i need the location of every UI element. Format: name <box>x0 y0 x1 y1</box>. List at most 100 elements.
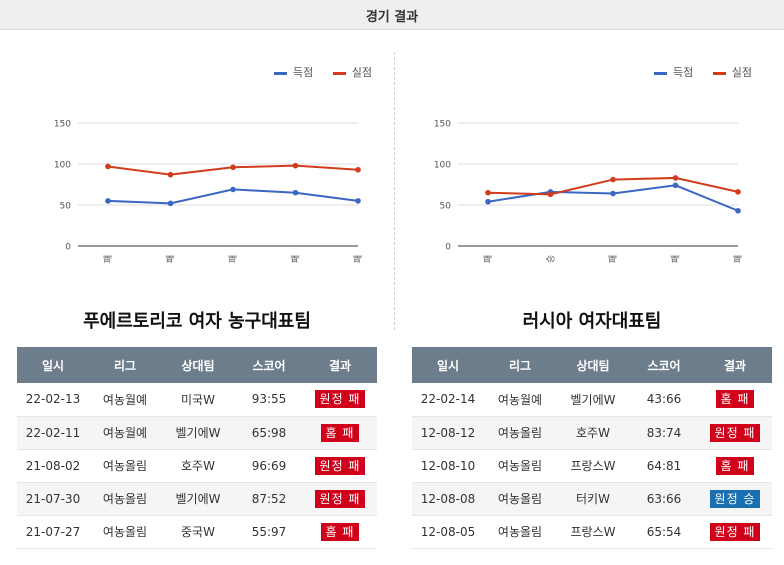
table-row: 21-07-30 여농올림 벨기에W 87:52 원정 패 <box>17 482 377 516</box>
data-point-conceded <box>547 191 554 198</box>
cell-result: 원정 패 <box>303 449 377 483</box>
section-title: 경기 결과 <box>365 10 419 25</box>
legend-swatch-conceded <box>332 71 346 75</box>
cell-league: 여농월예 <box>89 383 161 417</box>
table-row: 22-02-13 여농월예 미국W 93:55 원정 패 <box>17 383 377 417</box>
cell-date: 22-02-14 <box>412 383 484 417</box>
data-point-scored <box>105 198 111 204</box>
table-row: 12-08-08 여농올림 터키W 63:66 원정 승 <box>412 482 772 516</box>
y-tick-label: 100 <box>434 161 451 171</box>
x-tick-label: 패 <box>291 255 302 263</box>
legend-label-conceded: 실점 <box>351 66 372 79</box>
col-header-date: 일시 <box>412 347 484 383</box>
cell-league: 여농올림 <box>484 515 556 549</box>
results-table-right: 일시 리그 상대팀 스코어 결과 22-02-14 여농월예 벨기에W 43:66 홈 … <box>412 347 772 549</box>
cell-league: 여농월예 <box>89 416 161 450</box>
cell-score: 65:54 <box>630 515 698 549</box>
data-point-conceded <box>230 164 236 171</box>
result-badge: 원정 패 <box>314 390 366 409</box>
legend-item-scored: 득점 <box>654 64 693 80</box>
x-tick-label: 패 <box>228 255 239 263</box>
result-badge: 원정 패 <box>709 423 761 442</box>
cell-result: 원정 패 <box>303 383 377 417</box>
data-point-scored <box>167 200 174 207</box>
result-badge: 원정 패 <box>314 456 366 475</box>
x-tick-label: 패 <box>166 255 177 263</box>
cell-opponent: 벨기에W <box>556 383 630 417</box>
series-line-scored <box>487 184 739 212</box>
y-tick-label: 50 <box>440 202 452 212</box>
data-point-scored <box>485 198 491 205</box>
cell-date: 21-07-30 <box>17 482 89 516</box>
cell-opponent: 미국W <box>161 383 235 417</box>
col-header-result: 결과 <box>303 347 377 383</box>
data-point-conceded <box>485 189 491 196</box>
cell-result: 원정 패 <box>698 416 772 450</box>
table-row: 22-02-11 여농월예 벨기에W 65:98 홈 패 <box>17 416 377 450</box>
x-tick-label: 패 <box>483 255 494 263</box>
cell-opponent: 호주W <box>556 416 630 450</box>
y-tick-label: 150 <box>54 120 71 130</box>
cell-league: 여농올림 <box>484 449 556 483</box>
table-row: 22-02-14 여농월예 벨기에W 43:66 홈 패 <box>412 383 772 417</box>
legend-label-conceded: 실점 <box>731 66 752 79</box>
table-header-row: 일시 리그 상대팀 스코어 결과 <box>17 347 377 383</box>
result-badge: 홈 패 <box>320 423 360 442</box>
x-tick-label: 승 <box>546 255 557 263</box>
cell-date: 21-08-02 <box>17 449 89 483</box>
column-divider <box>394 52 395 330</box>
cell-score: 64:81 <box>630 449 698 483</box>
y-tick-label: 150 <box>434 120 451 130</box>
x-tick-label: 패 <box>733 255 744 263</box>
cell-score: 63:66 <box>630 482 698 516</box>
data-point-scored <box>735 207 741 214</box>
cell-date: 22-02-13 <box>17 383 89 417</box>
cell-date: 22-02-11 <box>17 416 89 450</box>
cell-league: 여농올림 <box>89 449 161 483</box>
cell-opponent: 중국W <box>161 515 235 549</box>
cell-score: 96:69 <box>235 449 303 483</box>
x-tick-label: 패 <box>103 255 114 263</box>
header-bar: 경기 결과 <box>0 0 784 30</box>
cell-league: 여농월예 <box>484 383 556 417</box>
cell-league: 여농올림 <box>484 416 556 450</box>
y-tick-label: 0 <box>445 243 451 253</box>
x-tick-label: 패 <box>353 255 364 263</box>
result-badge: 원정 패 <box>314 489 366 508</box>
cell-opponent: 터키W <box>556 482 630 516</box>
result-badge: 원정 패 <box>709 522 761 541</box>
cell-result: 원정 패 <box>698 515 772 549</box>
table-row: 12-08-12 여농올림 호주W 83:74 원정 패 <box>412 416 772 450</box>
chart-left: 0 50 100 150 패 패 패 패 패 득점 실점 <box>20 55 380 275</box>
cell-date: 12-08-05 <box>412 515 484 549</box>
col-header-score: 스코어 <box>630 347 698 383</box>
table-row: 21-08-02 여농올림 호주W 96:69 원정 패 <box>17 449 377 483</box>
chart-left-legend: 득점 실점 <box>258 64 372 80</box>
cell-result: 홈 패 <box>698 449 772 483</box>
data-point-conceded <box>355 166 361 173</box>
legend-swatch-scored <box>274 71 287 75</box>
result-badge: 홈 패 <box>715 390 755 409</box>
result-badge: 홈 패 <box>320 522 360 541</box>
result-badge: 원정 승 <box>709 489 761 508</box>
data-point-conceded <box>672 175 679 181</box>
data-point-scored <box>292 189 299 196</box>
cell-date: 12-08-12 <box>412 416 484 450</box>
cell-score: 93:55 <box>235 383 303 417</box>
data-point-scored <box>610 190 616 197</box>
y-tick-label: 100 <box>54 161 71 171</box>
data-point-conceded <box>610 176 616 183</box>
data-point-conceded <box>167 171 174 178</box>
table-row: 12-08-10 여농올림 프랑스W 64:81 홈 패 <box>412 449 772 483</box>
table-header-row: 일시 리그 상대팀 스코어 결과 <box>412 347 772 383</box>
col-header-league: 리그 <box>89 347 161 383</box>
data-point-conceded <box>105 163 111 170</box>
cell-opponent: 호주W <box>161 449 235 483</box>
cell-result: 원정 패 <box>303 482 377 516</box>
legend-label-scored: 득점 <box>673 66 694 79</box>
cell-opponent: 프랑스W <box>556 449 630 483</box>
results-table-left: 일시 리그 상대팀 스코어 결과 22-02-13 여농월예 미국W 93:55 원정 … <box>17 347 377 549</box>
chart-right-legend: 득점 실점 <box>638 64 752 80</box>
col-header-opponent: 상대팀 <box>556 347 630 383</box>
col-header-date: 일시 <box>17 347 89 383</box>
